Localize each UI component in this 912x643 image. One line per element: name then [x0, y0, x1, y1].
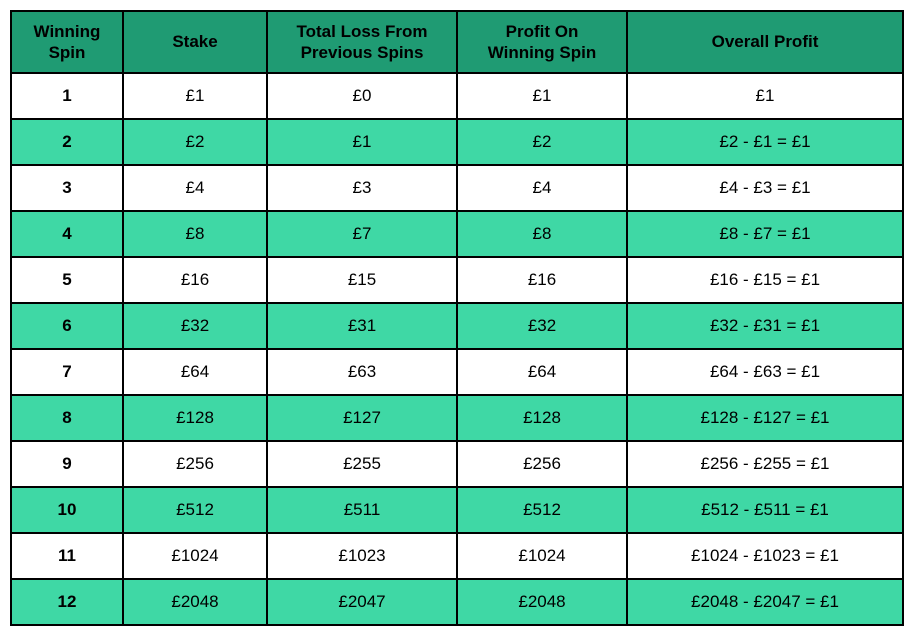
cell-stake: £8	[123, 211, 267, 257]
cell-overall: £2 - £1 = £1	[627, 119, 903, 165]
cell-stake: £4	[123, 165, 267, 211]
table-body: 1£1£0£1£12£2£1£2£2 - £1 = £13£4£3£4£4 - …	[11, 73, 903, 625]
cell-stake: £2048	[123, 579, 267, 625]
cell-spin: 11	[11, 533, 123, 579]
table-header-row: WinningSpin Stake Total Loss FromPreviou…	[11, 11, 903, 73]
cell-stake: £16	[123, 257, 267, 303]
table-row: 5£16£15£16£16 - £15 = £1	[11, 257, 903, 303]
col-header-loss: Total Loss FromPrevious Spins	[267, 11, 457, 73]
cell-loss: £31	[267, 303, 457, 349]
cell-profit: £128	[457, 395, 627, 441]
cell-profit: £1	[457, 73, 627, 119]
table-row: 9£256£255£256£256 - £255 = £1	[11, 441, 903, 487]
col-header-stake: Stake	[123, 11, 267, 73]
col-header-overall: Overall Profit	[627, 11, 903, 73]
cell-stake: £2	[123, 119, 267, 165]
cell-loss: £511	[267, 487, 457, 533]
cell-overall: £256 - £255 = £1	[627, 441, 903, 487]
cell-spin: 7	[11, 349, 123, 395]
cell-stake: £128	[123, 395, 267, 441]
col-header-spin: WinningSpin	[11, 11, 123, 73]
cell-loss: £2047	[267, 579, 457, 625]
cell-loss: £15	[267, 257, 457, 303]
martingale-table: WinningSpin Stake Total Loss FromPreviou…	[10, 10, 904, 626]
cell-spin: 8	[11, 395, 123, 441]
cell-stake: £1024	[123, 533, 267, 579]
cell-stake: £1	[123, 73, 267, 119]
cell-overall: £1024 - £1023 = £1	[627, 533, 903, 579]
cell-spin: 4	[11, 211, 123, 257]
cell-loss: £1023	[267, 533, 457, 579]
table-row: 7£64£63£64£64 - £63 = £1	[11, 349, 903, 395]
cell-loss: £127	[267, 395, 457, 441]
cell-overall: £32 - £31 = £1	[627, 303, 903, 349]
cell-profit: £2048	[457, 579, 627, 625]
cell-overall: £64 - £63 = £1	[627, 349, 903, 395]
cell-profit: £4	[457, 165, 627, 211]
cell-profit: £512	[457, 487, 627, 533]
cell-overall: £2048 - £2047 = £1	[627, 579, 903, 625]
cell-loss: £0	[267, 73, 457, 119]
cell-spin: 5	[11, 257, 123, 303]
table-row: 1£1£0£1£1	[11, 73, 903, 119]
cell-spin: 6	[11, 303, 123, 349]
cell-spin: 10	[11, 487, 123, 533]
cell-spin: 12	[11, 579, 123, 625]
cell-spin: 2	[11, 119, 123, 165]
col-header-profit: Profit OnWinning Spin	[457, 11, 627, 73]
cell-profit: £1024	[457, 533, 627, 579]
cell-overall: £8 - £7 = £1	[627, 211, 903, 257]
cell-overall: £1	[627, 73, 903, 119]
cell-loss: £3	[267, 165, 457, 211]
cell-loss: £7	[267, 211, 457, 257]
cell-loss: £255	[267, 441, 457, 487]
cell-profit: £2	[457, 119, 627, 165]
cell-overall: £512 - £511 = £1	[627, 487, 903, 533]
cell-loss: £1	[267, 119, 457, 165]
cell-overall: £4 - £3 = £1	[627, 165, 903, 211]
cell-profit: £64	[457, 349, 627, 395]
cell-profit: £16	[457, 257, 627, 303]
cell-spin: 9	[11, 441, 123, 487]
cell-stake: £64	[123, 349, 267, 395]
cell-stake: £32	[123, 303, 267, 349]
cell-stake: £256	[123, 441, 267, 487]
cell-spin: 1	[11, 73, 123, 119]
cell-profit: £8	[457, 211, 627, 257]
cell-overall: £128 - £127 = £1	[627, 395, 903, 441]
table-row: 2£2£1£2£2 - £1 = £1	[11, 119, 903, 165]
table-row: 11£1024£1023£1024£1024 - £1023 = £1	[11, 533, 903, 579]
table-row: 12£2048£2047£2048£2048 - £2047 = £1	[11, 579, 903, 625]
cell-overall: £16 - £15 = £1	[627, 257, 903, 303]
table-row: 4£8£7£8£8 - £7 = £1	[11, 211, 903, 257]
table-row: 3£4£3£4£4 - £3 = £1	[11, 165, 903, 211]
table-row: 6£32£31£32£32 - £31 = £1	[11, 303, 903, 349]
table-row: 8£128£127£128£128 - £127 = £1	[11, 395, 903, 441]
cell-spin: 3	[11, 165, 123, 211]
cell-profit: £32	[457, 303, 627, 349]
cell-profit: £256	[457, 441, 627, 487]
cell-stake: £512	[123, 487, 267, 533]
cell-loss: £63	[267, 349, 457, 395]
table-row: 10£512£511£512£512 - £511 = £1	[11, 487, 903, 533]
